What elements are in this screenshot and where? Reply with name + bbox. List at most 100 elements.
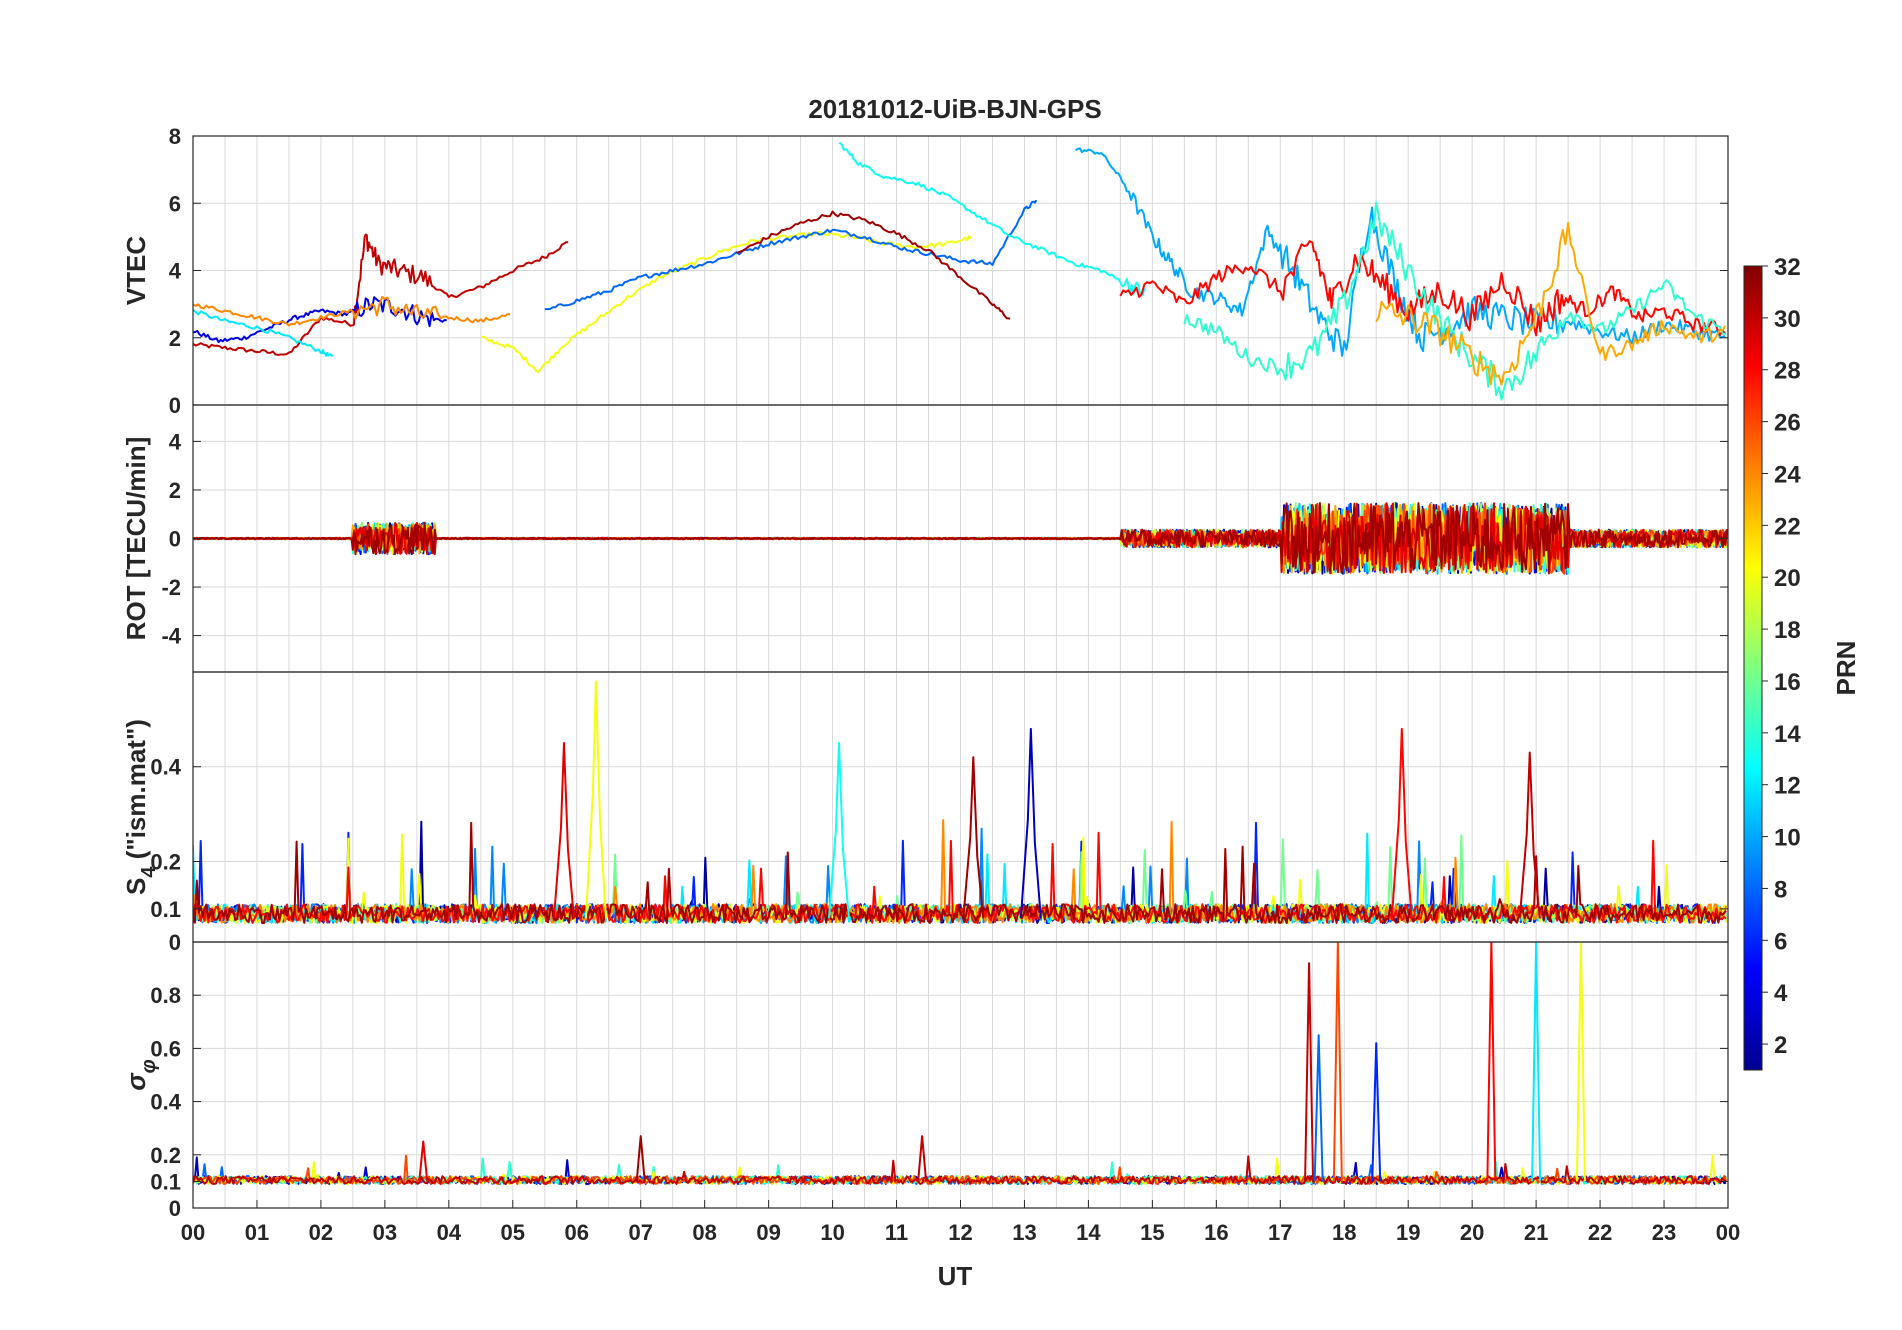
sigma-peak-prn-6 [1371, 1042, 1382, 1182]
x-tick-label: 00 [181, 1220, 205, 1245]
s4-trace-prn-31 [193, 821, 1727, 925]
x-tick-label: 12 [948, 1220, 972, 1245]
sigma-peak-prn-31 [635, 1135, 646, 1182]
colorbar-tick-label: 30 [1774, 306, 1801, 333]
panel-traces [193, 141, 1727, 401]
ylabel-main: σ [121, 1072, 151, 1091]
colorbar-tick-label: 20 [1774, 565, 1801, 592]
x-tick-label: 19 [1396, 1220, 1420, 1245]
vtec-trace-prn-31 [736, 210, 1011, 320]
colorbar-tick-label: 14 [1774, 721, 1801, 748]
vtec-trace-prn-4 [193, 296, 447, 344]
sigma-peak-prn-28 [1486, 942, 1497, 1182]
y-tick-label: 0 [169, 527, 181, 552]
sigma-peak-prn-12 [1531, 942, 1542, 1182]
x-tick-label: 13 [1012, 1220, 1036, 1245]
x-tick-label: 11 [885, 1220, 908, 1245]
x-tick-label: 05 [501, 1220, 525, 1245]
sigma-peak-prn-26 [1332, 942, 1343, 1182]
y-tick-label: 4 [169, 259, 182, 284]
colorbar-tick-label: 26 [1774, 410, 1801, 437]
y-tick-label: 2 [169, 326, 181, 351]
s4-peak-prn-30 [1518, 751, 1541, 919]
panel-traces [193, 942, 1728, 1186]
colorbar-tick-label: 2 [1774, 1032, 1787, 1059]
chart-title: 20181012-UiB-BJN-GPS [808, 94, 1101, 124]
sigma-trace-prn-30 [193, 1155, 1727, 1185]
x-tick-label: 16 [1204, 1220, 1228, 1245]
colorbar-tick-label: 18 [1774, 617, 1801, 644]
colorbar-tick-label: 32 [1774, 254, 1801, 281]
y-tick-label: 0 [169, 393, 181, 418]
x-tick-label: 17 [1268, 1220, 1292, 1245]
x-tick-label: 23 [1652, 1220, 1676, 1245]
panel-rot: -4 -2 0 2 4 ROT [TECU/min] [121, 404, 1729, 673]
s4-peak-prn-3 [1019, 727, 1042, 919]
y-tick-label: 8 [169, 124, 181, 149]
colorbar-tick-label: 8 [1774, 876, 1787, 903]
ylabel-main: S [121, 878, 151, 895]
colorbar-tick-label: 24 [1774, 461, 1801, 488]
vtec-trace-prn-10 [1075, 147, 1726, 357]
x-tick-label: 18 [1332, 1220, 1356, 1245]
y-tick-label: 0.1 [150, 897, 181, 922]
colorbar-tick-label: 6 [1774, 928, 1787, 955]
x-tick-label: 20 [1460, 1220, 1484, 1245]
panel-s4: 0.1 0.2 0.4 0 S4 ("ism.mat") [121, 671, 1729, 955]
y-tick-label: 0 [169, 1196, 181, 1221]
y-tick-label: 4 [169, 429, 182, 454]
x-tick-label: 04 [437, 1220, 462, 1245]
colorbar-gradient [1743, 265, 1763, 1071]
ylabel-sub: 4 [138, 866, 160, 878]
colorbar-label: PRN [1831, 641, 1861, 696]
sigma-peak-prn-30 [917, 1135, 928, 1182]
x-tick-label: 01 [245, 1220, 269, 1245]
vtec-trace-prn-8 [544, 199, 1038, 311]
sigma-peak-prn-8 [1313, 1034, 1324, 1182]
y-tick-label: 0.2 [150, 849, 181, 874]
x-tick-label: 06 [565, 1220, 589, 1245]
y-tick-label: 0.2 [150, 1143, 181, 1168]
colorbar-tick-label: 16 [1774, 669, 1801, 696]
sigma-peak-prn-20 [1575, 942, 1586, 1182]
x-tick-label: 10 [820, 1220, 844, 1245]
panel-traces [193, 680, 1728, 925]
panel-traces [193, 502, 1728, 575]
y-axis-label-s4: S4 ("ism.mat") [121, 719, 160, 895]
colorbar-tick-label: 28 [1774, 358, 1801, 385]
vtec-trace-prn-20 [480, 230, 972, 373]
y-tick-label: 0.8 [150, 983, 181, 1008]
colorbar-tick-label: 22 [1774, 513, 1801, 540]
y-tick-label: -2 [161, 575, 181, 600]
y-tick-label: 0.4 [150, 755, 181, 780]
x-tick-label: 09 [756, 1220, 780, 1245]
y-axis-label-vtec: VTEC [121, 236, 151, 306]
colorbar-tick-label: 10 [1774, 825, 1801, 852]
panel-sigma_phi: 00.10.2 0.4 0.6 0.8 σφ [121, 941, 1729, 1221]
sigma-peak-prn-29 [418, 1140, 429, 1182]
y-tick-label: 0.1 [150, 1169, 181, 1194]
vtec-trace-prn-12 [193, 308, 334, 358]
x-tick-label: 00 [1716, 1220, 1740, 1245]
rot-trace-prn-31 [193, 502, 1728, 575]
x-tick-label: 08 [692, 1220, 716, 1245]
colorbar-tick-label: 12 [1774, 773, 1801, 800]
sigma-peak-prn-30 [1304, 962, 1315, 1182]
x-tick-label: 02 [309, 1220, 333, 1245]
x-axis-label: UT [938, 1261, 973, 1291]
vtec-trace-prn-28 [1119, 240, 1727, 337]
ylabel-rest: ("ism.mat") [121, 719, 151, 866]
vtec-trace-prn-24 [193, 296, 511, 327]
x-tick-label: 03 [373, 1220, 397, 1245]
x-tick-label: 21 [1524, 1220, 1548, 1245]
y-tick-label: 6 [169, 191, 181, 216]
vtec-trace-prn-13 [838, 141, 1146, 297]
x-tick-label: 07 [628, 1220, 652, 1245]
x-tick-label: 14 [1076, 1220, 1101, 1245]
s4-peak-prn-28 [1390, 727, 1413, 919]
y-tick-label: -4 [161, 624, 181, 649]
x-tick-label: 15 [1140, 1220, 1164, 1245]
